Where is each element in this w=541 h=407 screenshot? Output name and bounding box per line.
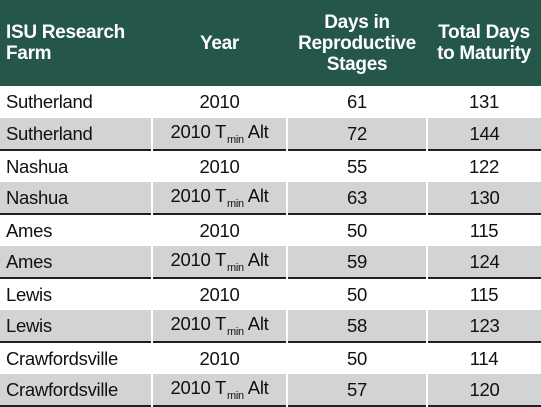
cell-reproductive-days: 63 — [286, 182, 427, 214]
header-row: ISU Research Farm Year Days in Reproduct… — [0, 0, 541, 86]
year-suffix: Alt — [247, 377, 269, 398]
table-row: Crawfordsville 2010 Tmin Alt 57 120 — [0, 374, 541, 406]
cell-farm: Lewis — [6, 283, 52, 305]
cell-year: 2010 Tmin Alt — [151, 246, 287, 278]
cell-farm: Ames — [0, 246, 152, 278]
cell-total-days: 122 — [469, 155, 499, 177]
cell-total-days: 124 — [426, 246, 541, 278]
cell-year: 2010 Tmin Alt — [151, 182, 287, 214]
cell-reproductive-days: 50 — [347, 283, 367, 305]
cell-year: 2010 Tmin Alt — [151, 310, 287, 342]
year-text: 2010 T — [170, 185, 227, 206]
table-row: Sutherland 2010 61 131 — [0, 86, 541, 118]
cell-total-days: 120 — [426, 374, 541, 406]
year-text: 2010 — [199, 91, 240, 112]
header-total-days: Total Days to Maturity — [437, 22, 531, 64]
cell-year: 2010 — [152, 342, 287, 374]
year-suffix: Alt — [247, 121, 269, 142]
year-text: 2010 — [199, 155, 240, 177]
year-text: 2010 — [199, 219, 240, 241]
cell-reproductive-days: 59 — [286, 246, 427, 278]
cell-farm: Sutherland — [6, 91, 93, 112]
cell-reproductive-days: 61 — [347, 91, 367, 112]
year-subscript: min — [226, 198, 244, 210]
cell-farm: Nashua — [0, 182, 152, 214]
cell-total-days: 114 — [469, 347, 499, 369]
cell-total-days: 130 — [426, 182, 541, 214]
year-suffix: Alt — [247, 185, 269, 206]
cell-reproductive-days: 50 — [347, 219, 367, 241]
cell-farm: Crawfordsville — [0, 374, 152, 406]
table-header: ISU Research Farm Year Days in Reproduct… — [0, 0, 541, 86]
year-text: 2010 T — [170, 377, 227, 398]
year-text: 2010 T — [170, 313, 227, 334]
cell-farm: Crawfordsville — [6, 347, 118, 369]
table-row: Nashua 2010 55 122 — [0, 150, 541, 182]
cell-year: 2010 — [152, 278, 287, 310]
header-farm: ISU Research Farm — [6, 22, 125, 64]
year-subscript: min — [226, 326, 244, 338]
year-text: 2010 — [199, 283, 240, 305]
table-row: Ames 2010 Tmin Alt 59 124 — [0, 246, 541, 278]
cell-reproductive-days: 55 — [347, 155, 367, 177]
year-subscript: min — [226, 390, 244, 402]
cell-year: 2010 Tmin Alt — [151, 118, 287, 150]
year-subscript: min — [226, 134, 244, 146]
cell-total-days: 115 — [469, 219, 499, 241]
cell-reproductive-days: 50 — [347, 347, 367, 369]
cell-farm: Lewis — [0, 310, 152, 342]
cell-farm: Sutherland — [0, 118, 152, 150]
table-row: Ames 2010 50 115 — [0, 214, 541, 246]
cell-year: 2010 — [152, 150, 287, 182]
cell-total-days: 144 — [426, 118, 541, 150]
cell-total-days: 123 — [426, 310, 541, 342]
cell-total-days: 115 — [469, 283, 499, 305]
cell-year: 2010 — [152, 86, 287, 118]
year-text: 2010 T — [170, 121, 227, 142]
year-text: 2010 T — [170, 249, 227, 270]
year-subscript: min — [226, 262, 244, 274]
table-row: Sutherland 2010 Tmin Alt 72 144 — [0, 118, 541, 150]
cell-reproductive-days: 57 — [286, 374, 427, 406]
header-reproductive-days: Days in Reproductive Stages — [298, 11, 416, 75]
table-row: Nashua 2010 Tmin Alt 63 130 — [0, 182, 541, 214]
cell-reproductive-days: 58 — [286, 310, 427, 342]
year-text: 2010 — [199, 347, 240, 369]
cell-farm: Ames — [6, 219, 53, 241]
year-suffix: Alt — [247, 313, 269, 334]
cell-year: 2010 — [152, 214, 287, 246]
cell-reproductive-days: 72 — [286, 118, 427, 150]
year-suffix: Alt — [247, 249, 269, 270]
header-year: Year — [200, 32, 239, 54]
table-body: Sutherland 2010 61 131 Sutherland 2010 Tmin Al… — [0, 86, 541, 406]
table-row: Lewis 2010 50 115 — [0, 278, 541, 310]
cell-farm: Nashua — [6, 155, 68, 177]
cell-total-days: 131 — [469, 91, 499, 112]
table-row: Lewis 2010 Tmin Alt 58 123 — [0, 310, 541, 342]
table-row: Crawfordsville 2010 50 114 — [0, 342, 541, 374]
cell-year: 2010 Tmin Alt — [151, 374, 287, 406]
